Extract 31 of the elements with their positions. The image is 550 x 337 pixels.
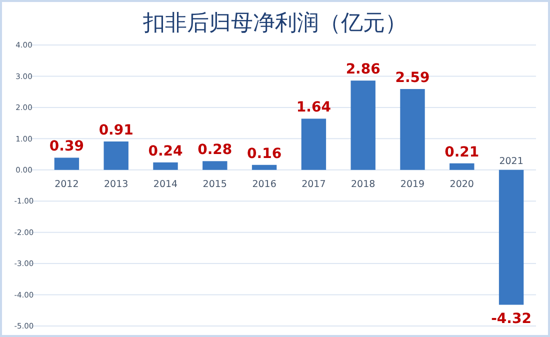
- x-tick-label: 2012: [54, 178, 79, 190]
- data-label: 1.64: [296, 100, 332, 116]
- data-label: 0.28: [198, 142, 232, 158]
- bar: [498, 170, 524, 305]
- x-tick-label: 2021: [499, 156, 524, 167]
- bar: [104, 141, 128, 170]
- data-label: 0.24: [148, 143, 184, 160]
- x-tick-label: 2013: [104, 178, 128, 190]
- data-label: -4.32: [491, 310, 532, 327]
- data-label: 2.86: [346, 62, 380, 78]
- chart-title: 扣非后归母净利润（亿元）: [142, 11, 407, 36]
- data-label: 2.59: [395, 70, 430, 86]
- x-tick-label: 2017: [302, 178, 326, 190]
- bar: [202, 161, 228, 170]
- bar: [252, 164, 277, 170]
- bar: [350, 80, 376, 170]
- x-tick-label: 2020: [450, 178, 474, 190]
- bar: [54, 158, 80, 170]
- x-tick-label: 2019: [400, 178, 425, 190]
- bar: [153, 162, 178, 170]
- x-tick-label: 2014: [153, 178, 178, 190]
- data-label: 0.21: [444, 144, 480, 160]
- data-label: 0.16: [247, 146, 282, 162]
- x-tick-label: 2016: [252, 178, 276, 190]
- bar: [301, 118, 326, 170]
- data-label: 0.39: [49, 138, 84, 155]
- x-tick-label: 2015: [202, 178, 227, 190]
- x-tick-label: 2018: [351, 178, 376, 190]
- bar: [450, 163, 474, 170]
- bar: [400, 89, 425, 170]
- data-label: 0.91: [98, 122, 134, 138]
